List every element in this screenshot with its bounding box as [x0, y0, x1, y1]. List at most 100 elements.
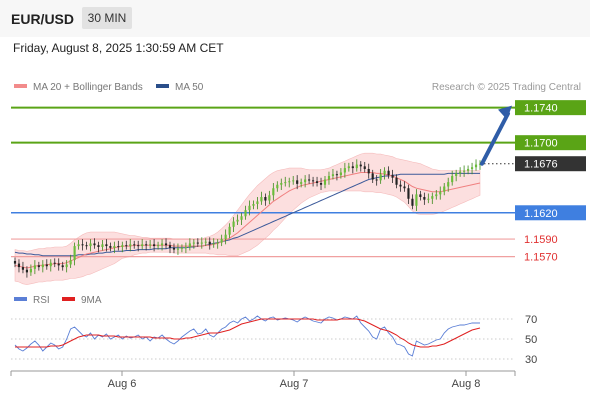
candle-body [216, 242, 219, 244]
candle-body [315, 181, 319, 183]
candle-body [89, 243, 92, 247]
candle-body [61, 265, 64, 268]
candle-body [327, 175, 331, 180]
legend-label: MA 20 + Bollinger Bands [33, 82, 143, 93]
candle-body [387, 170, 390, 176]
symbol-label: EUR/USD [11, 11, 75, 27]
level-tag [515, 135, 586, 151]
candle-body [403, 186, 406, 189]
candle-body [284, 182, 287, 184]
bollinger-band [14, 152, 481, 285]
candle-body [121, 245, 124, 247]
level-label: 1.1620 [524, 208, 558, 220]
candle-body [371, 173, 374, 180]
candle-body [300, 182, 303, 184]
candle-body [466, 168, 470, 171]
candle-body [133, 244, 136, 246]
candle-body [419, 194, 422, 198]
candle-body [244, 210, 247, 217]
candle-body [168, 245, 172, 248]
candle-body [180, 247, 184, 249]
candle-body [463, 170, 466, 172]
candle-body [240, 216, 243, 220]
candle-body [65, 264, 68, 268]
candle-body [45, 264, 48, 267]
rsi-tick-label: 50 [525, 334, 537, 346]
candle-body [351, 166, 354, 169]
candle-body [296, 180, 299, 184]
candle-body [200, 242, 203, 244]
rsi-ma9-line [15, 318, 481, 348]
candle-body [149, 244, 152, 246]
candle-body [172, 247, 176, 250]
candle-body [323, 179, 327, 185]
candle-body [260, 197, 263, 202]
candle-body [25, 269, 29, 273]
rsi-tick-label: 70 [525, 314, 537, 326]
level-label: 1.1700 [524, 138, 558, 150]
legend-label: MA 50 [175, 82, 204, 93]
candle-body [184, 246, 187, 248]
rsi-tick-label: 30 [525, 354, 537, 366]
candle-body [383, 170, 386, 175]
candle-body [411, 198, 414, 206]
candle-body [391, 175, 394, 178]
candle-body [228, 226, 231, 235]
rsi-legend-swatch [62, 297, 75, 301]
candle-body [280, 182, 283, 185]
candle-body [232, 221, 235, 227]
candle-body [379, 174, 382, 181]
candle-body [359, 164, 362, 167]
candle-body [304, 179, 307, 183]
forecast-arrow-shaft [480, 111, 510, 166]
candle-body [85, 245, 88, 247]
candle-body [474, 164, 478, 168]
current-price-tag [515, 156, 586, 172]
candle-body [399, 184, 402, 187]
candle-body [347, 166, 350, 169]
current-price-label: 1.1676 [524, 159, 558, 171]
candle-body [276, 184, 279, 189]
ma50-line [14, 172, 480, 257]
candle-body [109, 246, 112, 248]
candle-body [145, 244, 148, 246]
candle-body [208, 241, 211, 245]
candle-body [164, 243, 168, 246]
candle-body [447, 182, 450, 187]
level-tag [515, 205, 586, 221]
candle-body [53, 262, 56, 264]
candle-body [455, 173, 458, 176]
candle-body [57, 263, 60, 266]
level-label: 1.1590 [524, 234, 558, 246]
candle-body [204, 241, 207, 243]
candle-body [367, 168, 370, 174]
candle-body [272, 188, 275, 196]
candle-body [13, 260, 17, 264]
candle-body [355, 164, 358, 169]
candle-body [435, 194, 438, 197]
candle-body [69, 260, 72, 265]
legend-swatch [14, 84, 27, 88]
ma20-line [14, 172, 481, 269]
level-tag [515, 100, 586, 116]
candle-body [395, 177, 398, 185]
candle-body [156, 245, 160, 247]
candle-body [331, 174, 335, 176]
candle-body [431, 196, 434, 199]
rsi-line [14, 315, 480, 357]
x-tick-label: Aug 6 [108, 378, 137, 390]
candle-body [113, 246, 116, 248]
candle-body [29, 268, 32, 273]
candle-body [335, 174, 339, 176]
candle-body [97, 245, 100, 247]
x-tick-label: Aug 7 [280, 378, 309, 390]
candle-body [73, 246, 76, 261]
timeframe-button[interactable]: 30 MIN [82, 7, 132, 29]
candle-body [423, 197, 426, 200]
candle-body [407, 188, 410, 199]
candle-body [308, 179, 311, 181]
candle-body [141, 244, 144, 247]
candle-body [220, 239, 223, 243]
candle-body [160, 243, 164, 246]
